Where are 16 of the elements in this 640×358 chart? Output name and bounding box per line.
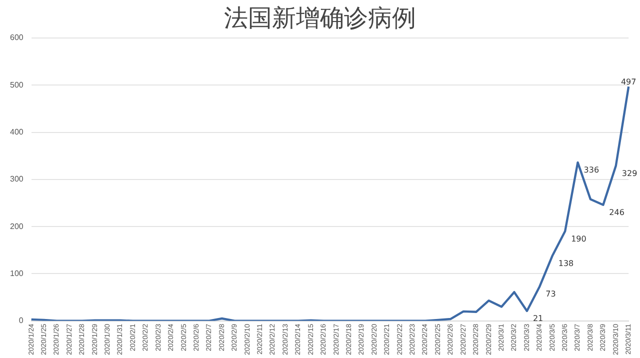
- data-label: 246: [609, 208, 624, 217]
- data-label: 190: [571, 234, 586, 244]
- data-label: 497: [620, 78, 636, 87]
- data-label: 21: [532, 314, 544, 324]
- y-tick-label: 300: [10, 174, 24, 184]
- chart-title: 法国新增确诊病例: [223, 3, 417, 34]
- y-tick-label: 0: [18, 316, 24, 326]
- y-tick-label: 100: [10, 268, 24, 278]
- y-tick-label: 200: [10, 222, 24, 231]
- data-label: 73: [546, 290, 556, 299]
- data-label: 138: [558, 258, 574, 268]
- data-label: 336: [584, 166, 600, 175]
- y-tick-label: 400: [10, 127, 24, 136]
- data-label: 329: [622, 168, 638, 178]
- y-tick-label: 600: [10, 33, 24, 42]
- y-tick-label: 500: [10, 80, 24, 90]
